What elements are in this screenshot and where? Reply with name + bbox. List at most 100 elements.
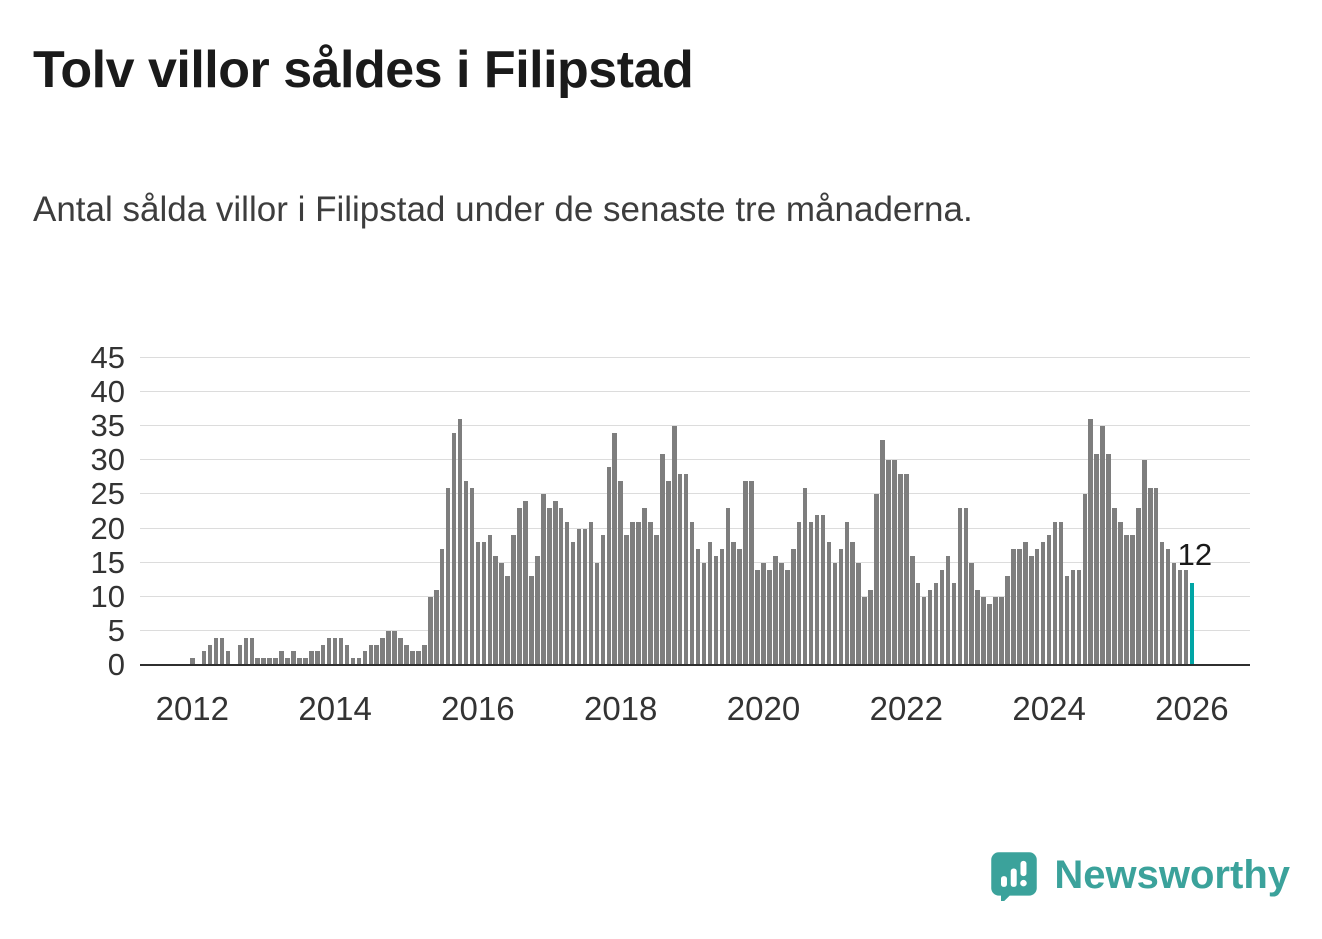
bar <box>868 589 873 665</box>
chart-subtitle: Antal sålda villor i Filipstad under de … <box>33 190 973 229</box>
bar <box>380 637 385 665</box>
bar <box>755 569 760 665</box>
bar <box>368 644 374 665</box>
bar <box>1017 549 1022 665</box>
bar <box>1165 549 1171 665</box>
bar <box>439 549 445 665</box>
bar <box>582 528 588 665</box>
bar <box>576 528 582 665</box>
bar <box>356 658 362 665</box>
bar <box>1118 521 1123 665</box>
bar <box>523 501 528 665</box>
bar <box>886 460 891 665</box>
bar <box>1052 521 1058 665</box>
bar <box>814 514 820 665</box>
bar <box>213 637 219 665</box>
bar <box>249 637 255 665</box>
bar <box>767 569 772 665</box>
bar <box>915 583 921 665</box>
bar <box>826 542 832 665</box>
bar <box>285 658 290 665</box>
y-tick-label: 35 <box>90 408 125 444</box>
bar <box>1040 542 1046 665</box>
bar <box>654 535 659 665</box>
bar <box>499 562 504 665</box>
bar <box>892 460 897 665</box>
bar <box>511 535 516 665</box>
bar <box>898 473 903 665</box>
bar <box>1147 487 1153 665</box>
bar <box>707 542 713 665</box>
bar <box>725 508 731 665</box>
bar <box>850 542 856 665</box>
bar <box>618 480 623 665</box>
bar <box>695 549 701 665</box>
bar <box>588 521 594 665</box>
bar <box>975 589 980 665</box>
bar <box>1177 569 1183 665</box>
bar <box>392 630 397 665</box>
bar <box>273 658 278 665</box>
gridline <box>140 357 1250 358</box>
bar <box>190 658 195 665</box>
bar <box>677 473 683 665</box>
bar <box>261 658 266 665</box>
bar <box>862 596 867 665</box>
bar <box>731 542 737 665</box>
bar <box>701 562 707 665</box>
bar <box>332 637 338 665</box>
bar <box>981 596 986 665</box>
bar <box>737 549 742 665</box>
gridline <box>140 493 1250 495</box>
bar <box>320 644 326 665</box>
y-tick-label: 25 <box>90 476 125 512</box>
bar <box>689 521 695 665</box>
bar <box>612 433 618 665</box>
bar <box>451 433 457 665</box>
bar <box>267 658 272 665</box>
gridline <box>140 561 1250 563</box>
bar <box>666 480 671 665</box>
bar <box>719 549 725 665</box>
bar <box>529 576 534 665</box>
y-tick-label: 10 <box>90 578 125 614</box>
bar <box>1124 535 1129 665</box>
bar <box>1046 535 1052 665</box>
bar <box>558 508 564 665</box>
y-tick-label: 20 <box>90 510 125 546</box>
bar <box>1082 494 1088 665</box>
bar <box>1136 508 1141 665</box>
bar <box>957 508 963 665</box>
bar <box>785 569 790 665</box>
bar <box>1100 426 1105 665</box>
bar <box>630 521 635 665</box>
bar <box>951 583 957 665</box>
bar <box>225 651 231 665</box>
bar <box>904 473 909 665</box>
bar-chart: 0 5 10 15 20 25 30 35 40 45 12 2012 2014 2016 2018 20… <box>90 341 1250 727</box>
bar <box>790 549 796 665</box>
bar <box>457 419 463 665</box>
bar <box>594 562 600 665</box>
bar <box>326 637 332 665</box>
bar <box>1183 569 1189 665</box>
bar <box>338 637 344 665</box>
bar <box>856 562 861 665</box>
bar <box>606 467 612 665</box>
bar <box>600 535 606 665</box>
bar <box>541 494 546 665</box>
bar <box>999 596 1004 665</box>
brand-name: Newsworthy <box>1054 852 1290 897</box>
y-tick-label: 5 <box>107 612 125 648</box>
bar <box>564 521 570 665</box>
bar <box>832 562 838 665</box>
y-tick-label: 15 <box>90 544 125 580</box>
bar <box>1070 569 1076 665</box>
bar <box>993 596 998 665</box>
bar <box>386 630 391 665</box>
bar <box>463 480 469 665</box>
bar <box>945 555 951 665</box>
bar <box>1159 542 1165 665</box>
bar <box>279 651 284 665</box>
